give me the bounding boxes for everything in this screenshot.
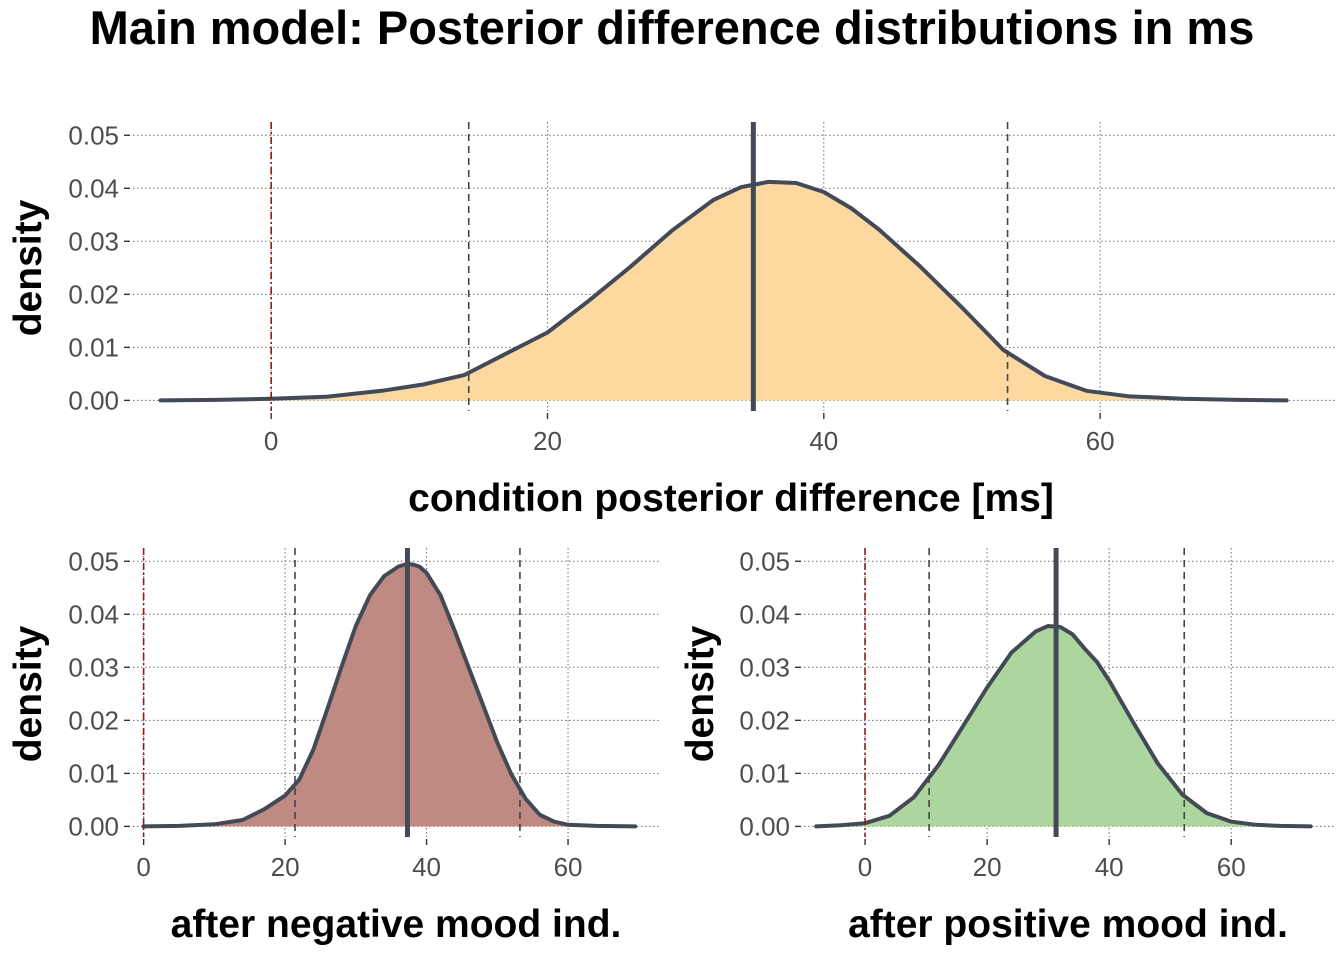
x-tick-label: 20: [533, 426, 562, 456]
x-axis-label-condition: condition posterior difference [ms]: [408, 477, 1054, 520]
main-title: Main model: Posterior difference distrib…: [90, 1, 1255, 54]
y-tick-label: 0.01: [68, 332, 119, 362]
x-tick-label: 20: [973, 852, 1002, 882]
y-tick-label: 0.05: [68, 120, 119, 150]
density-area-positive: [816, 626, 1311, 827]
x-tick-label: 60: [1086, 426, 1115, 456]
density-area-condition: [160, 181, 1287, 401]
y-tick-label: 0.00: [739, 811, 790, 841]
x-axis-label-negative: after negative mood ind.: [171, 903, 622, 946]
y-tick-label: 0.02: [739, 705, 790, 735]
x-tick-label: 40: [809, 426, 838, 456]
y-tick-label: 0.04: [739, 599, 790, 629]
x-tick-label: 20: [271, 852, 300, 882]
x-tick-label: 40: [1095, 852, 1124, 882]
y-tick-label: 0.04: [68, 599, 119, 629]
y-tick-label: 0.02: [68, 279, 119, 309]
x-tick-label: 40: [412, 852, 441, 882]
y-tick-label: 0.03: [739, 652, 790, 682]
y-tick-label: 0.05: [68, 546, 119, 576]
panel-negative-mood: 0.00 0.01 0.02 0.03 0.04 0.05 0 20 40 60 after ne…: [7, 546, 660, 946]
y-tick-label: 0.04: [68, 173, 119, 203]
density-curve-positive: [814, 624, 1313, 829]
y-tick-label: 0.01: [739, 758, 790, 788]
y-tick-label: 0.01: [68, 758, 119, 788]
panel-positive-mood: 0.00 0.01 0.02 0.03 0.04 0.05 0 20 40 60 after po…: [679, 546, 1335, 946]
x-axis-label-positive: after positive mood ind.: [848, 903, 1288, 946]
y-tick-label: 0.00: [68, 811, 119, 841]
y-tick-label: 0.03: [68, 652, 119, 682]
panel-condition: 0.00 0.01 0.02 0.03 0.04 0.05 0 20 40 60 conditio…: [7, 120, 1335, 520]
y-axis-label-condition: density: [7, 199, 50, 336]
y-axis-label-positive: density: [679, 625, 722, 762]
x-tick-label: 0: [858, 852, 872, 882]
y-tick-label: 0.00: [68, 385, 119, 415]
x-tick-label: 0: [264, 426, 278, 456]
density-area-negative: [143, 564, 636, 827]
y-tick-label: 0.05: [739, 546, 790, 576]
x-tick-label: 0: [136, 852, 150, 882]
y-tick-label: 0.03: [68, 226, 119, 256]
y-axis-label-negative: density: [7, 625, 50, 762]
x-tick-label: 60: [554, 852, 583, 882]
y-tick-label: 0.02: [68, 705, 119, 735]
x-tick-label: 60: [1217, 852, 1246, 882]
